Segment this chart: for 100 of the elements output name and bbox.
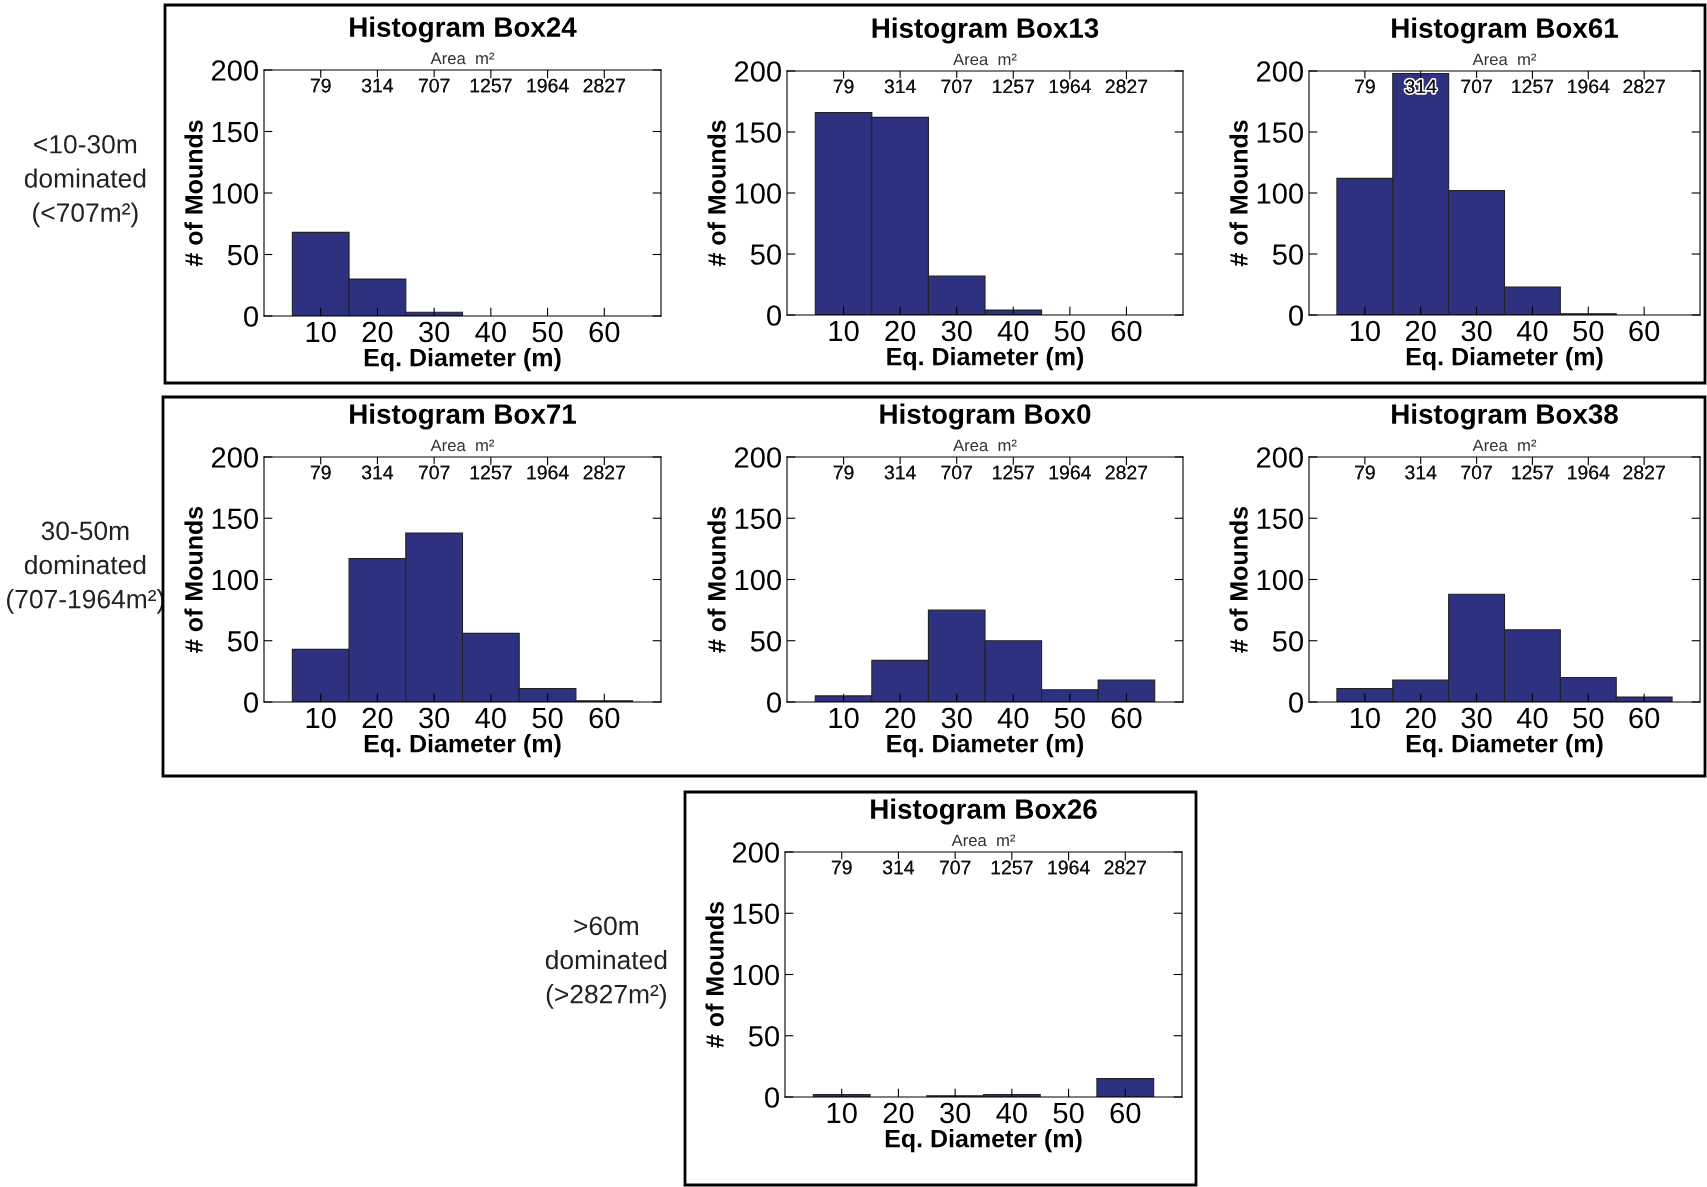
chart-title: Histogram Box26 [871, 798, 1097, 825]
x-tick-label: 60 [1110, 1102, 1141, 1124]
x-tick-label: 40 [475, 321, 506, 343]
x-tick-label: 40 [997, 320, 1029, 342]
x-tick-label: 20 [1405, 707, 1436, 729]
y-tick-label: 50 [1272, 244, 1303, 265]
annotation: 1257 [991, 860, 1033, 875]
annotation: 79 [310, 465, 331, 480]
x-tick-label: 10 [306, 321, 336, 343]
x-tick-label: 20 [362, 707, 393, 729]
y-tick-label: 50 [1272, 630, 1303, 652]
x-tick-label: 50 [1054, 320, 1085, 342]
annotation: 2827 [1105, 79, 1148, 94]
annotation: 2827 [583, 465, 625, 480]
x-tick-label: 40 [475, 707, 506, 729]
y-tick-label: 150 [1257, 508, 1303, 530]
annotation: 707 [941, 465, 972, 480]
x-tick-label: 10 [306, 707, 336, 729]
x-tick-label: 20 [1405, 320, 1436, 342]
y-tick-label: 100 [212, 569, 258, 591]
annotation: 707 [941, 79, 972, 94]
annotation: 1964 [1568, 465, 1610, 480]
text: 30-50m dominated (707-1964m²) [7, 521, 164, 614]
annotation: 2827 [1105, 465, 1148, 480]
x-tick-label: 10 [827, 1102, 857, 1124]
y-tick-label: 150 [1257, 122, 1303, 143]
annotation: 314 [1405, 465, 1437, 480]
chart-title: Histogram Box24 [350, 16, 577, 43]
annotation: 707 [418, 465, 450, 480]
annotation: 2827 [1623, 465, 1665, 480]
annotation: 1964 [527, 78, 569, 93]
annotation: 79 [833, 465, 854, 480]
x-tick-label: 50 [1053, 1102, 1084, 1124]
y-tick-label: 100 [212, 183, 258, 204]
annotation: 314 [884, 465, 916, 480]
y-axis-title: # of Mounds [707, 506, 726, 653]
x-axis-title: Eq. Diameter (m) [887, 734, 1084, 758]
x-tick-label: 20 [883, 1102, 914, 1124]
y-tick-label: 50 [750, 244, 781, 265]
x-axis-title: Eq. Diameter (m) [1406, 734, 1603, 758]
x-tick-label: 30 [941, 320, 972, 342]
text: >60m dominated (>2827m²) [545, 916, 667, 1009]
y-axis-title: # of Mounds [705, 901, 724, 1048]
x-tick-label: 20 [885, 707, 916, 729]
x-tick-label: 60 [589, 707, 620, 729]
x-tick-label: 60 [1629, 707, 1660, 729]
chart-title: Histogram Box0 [880, 403, 1091, 430]
y-tick-label: 100 [1257, 569, 1303, 591]
y-tick-label: 100 [735, 569, 781, 591]
y-tick-label: 0 [1289, 692, 1303, 713]
annotation: 1964 [1049, 79, 1091, 94]
y-tick-label: 200 [732, 842, 779, 863]
annotation: 79 [831, 860, 852, 875]
y-tick-label: 0 [1289, 305, 1303, 326]
x-tick-label: 50 [1573, 320, 1604, 342]
x-tick-label: 40 [1516, 320, 1548, 342]
annotation: 79 [1355, 465, 1375, 480]
x-axis-title: Eq. Diameter (m) [1406, 347, 1603, 371]
x-tick-label: 10 [1350, 707, 1380, 729]
x-tick-label: 60 [1111, 707, 1142, 729]
annotation: 314 [884, 79, 916, 94]
annotation: 1257 [1512, 465, 1554, 480]
x-tick-label: 50 [532, 707, 563, 729]
y-axis-title: # of Mounds [184, 120, 203, 267]
y-tick-label: 200 [734, 447, 781, 468]
x-tick-label: 10 [829, 707, 859, 729]
y-axis-title: # of Mounds [184, 506, 203, 653]
y-tick-label: 0 [767, 692, 781, 713]
y-tick-label: 200 [734, 61, 781, 82]
y-tick-label: 0 [767, 305, 781, 326]
x-tick-label: 50 [1054, 707, 1085, 729]
x-tick-label: 50 [532, 321, 563, 343]
y-tick-label: 0 [244, 692, 258, 713]
annotation: 2827 [1623, 79, 1665, 94]
annotation: 314 [361, 78, 394, 93]
annotation: 1257 [470, 78, 512, 93]
y-axis-title: # of Mounds [1229, 506, 1248, 653]
x-tick-label: 60 [589, 321, 620, 343]
x-tick-label: 30 [1461, 707, 1492, 729]
x-tick-label: 30 [940, 1102, 971, 1124]
text: Area m² [1472, 439, 1537, 452]
annotation: 1964 [527, 465, 569, 480]
y-tick-label: 200 [211, 447, 258, 468]
annotation: 79 [310, 78, 331, 93]
y-tick-label: 50 [227, 630, 258, 652]
y-tick-label: 0 [765, 1087, 779, 1108]
y-tick-label: 150 [212, 508, 258, 530]
annotation: 1257 [470, 465, 512, 480]
x-tick-label: 20 [362, 321, 393, 343]
y-tick-label: 50 [750, 630, 781, 652]
annotation: 314 [1405, 79, 1437, 94]
annotation: 1257 [993, 79, 1034, 94]
annotation: 1964 [1049, 465, 1091, 480]
y-tick-label: 0 [244, 306, 258, 327]
text: Area m² [430, 439, 495, 452]
x-axis-title: Eq. Diameter (m) [364, 348, 561, 372]
chart-title: Histogram Box13 [872, 17, 1099, 44]
annotation: 1257 [993, 465, 1034, 480]
x-tick-label: 60 [1629, 320, 1660, 342]
y-axis-title: # of Mounds [707, 120, 726, 267]
